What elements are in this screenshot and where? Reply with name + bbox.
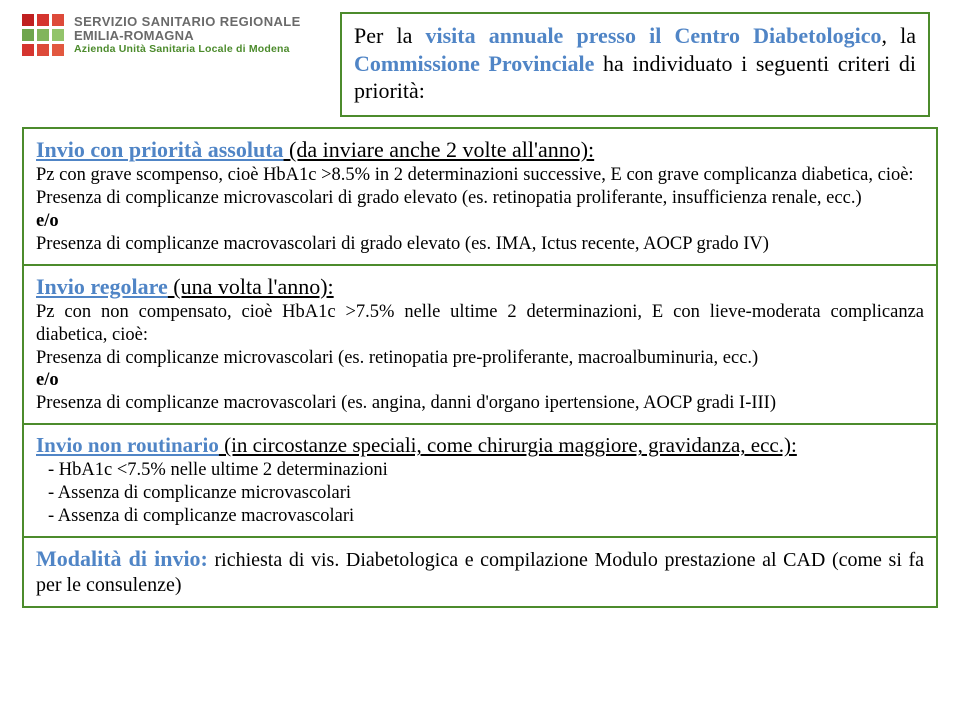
section-priority-absolute: Invio con priorità assoluta (da inviare … <box>24 129 936 264</box>
intro-pre: Per la <box>354 23 425 48</box>
s3-li1: HbA1c <7.5% nelle ultime 2 determinazion… <box>66 459 924 482</box>
logo-line1: SERVIZIO SANITARIO REGIONALE <box>74 15 301 29</box>
s1-line3: Presenza di complicanze macrovascolari d… <box>36 233 924 256</box>
intro-box: Per la visita annuale presso il Centro D… <box>340 12 930 117</box>
s3-title: Invio non routinario (in circostanze spe… <box>36 432 924 459</box>
s2-line3: Presenza di complicanze macrovascolari (… <box>36 392 924 415</box>
s1-title: Invio con priorità assoluta (da inviare … <box>36 136 924 164</box>
s1-title-rest: (da inviare anche 2 volte all'anno): <box>284 137 595 162</box>
logo-icon <box>22 14 64 56</box>
main-box: Invio con priorità assoluta (da inviare … <box>22 127 938 608</box>
s1-eo: e/o <box>36 210 924 233</box>
s3-title-lead: Invio non routinario <box>36 433 219 457</box>
intro-kw2: Commissione Provinciale <box>354 51 594 76</box>
s2-eo: e/o <box>36 369 924 392</box>
intro-kw1: visita annuale presso il Centro Diabetol… <box>425 23 881 48</box>
s1-line2: Presenza di complicanze microvascolari d… <box>36 187 924 210</box>
intro-mid: , la <box>881 23 916 48</box>
section-non-routine: Invio non routinario (in circostanze spe… <box>24 423 936 536</box>
logo-text: SERVIZIO SANITARIO REGIONALE EMILIA-ROMA… <box>74 15 301 55</box>
section-modality: Modalità di invio: richiesta di vis. Dia… <box>24 536 936 606</box>
section-regular: Invio regolare (una volta l'anno): Pz co… <box>24 264 936 424</box>
s2-line2: Presenza di complicanze microvascolari (… <box>36 347 924 370</box>
s3-title-rest: (in circostanze speciali, come chirurgia… <box>219 433 797 457</box>
s1-body: Pz con grave scompenso, cioè HbA1c >8.5%… <box>36 164 924 187</box>
s3-li2: Assenza di complicanze microvascolari <box>66 482 924 505</box>
s2-title: Invio regolare (una volta l'anno): <box>36 273 924 301</box>
s4-title: Modalità di invio: <box>36 546 208 571</box>
logo-line3: Azienda Unità Sanitaria Locale di Modena <box>74 44 301 56</box>
s2-title-lead: Invio regolare <box>36 274 168 299</box>
s2-body: Pz con non compensato, cioè HbA1c >7.5% … <box>36 301 924 347</box>
s3-li3: Assenza di complicanze macrovascolari <box>66 505 924 528</box>
logo-line2: EMILIA-ROMAGNA <box>74 29 301 43</box>
s2-title-rest: (una volta l'anno): <box>168 274 334 299</box>
s1-title-lead: Invio con priorità assoluta <box>36 137 284 162</box>
logo-block: SERVIZIO SANITARIO REGIONALE EMILIA-ROMA… <box>22 14 301 56</box>
